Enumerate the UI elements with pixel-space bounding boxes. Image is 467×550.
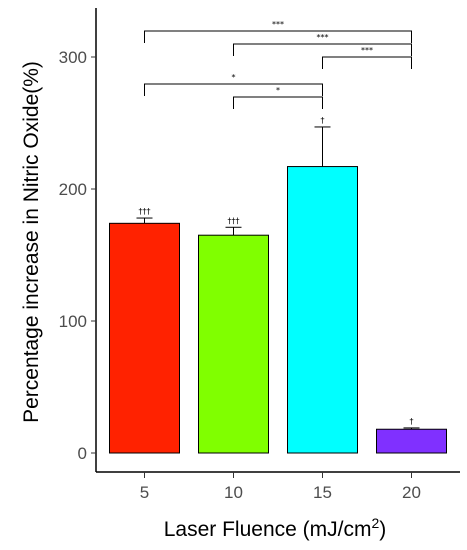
y-ticks-group: 0 100 200 300 [59,48,96,463]
x-axis-title-main: Laser Fluence (mJ/cm [164,518,372,541]
x-axis-title-suffix: ) [379,518,386,541]
bar-significance-label: ††† [139,207,151,216]
x-axis-title-superscript: 2 [371,515,379,531]
comparison-label: *** [361,46,373,55]
bar [287,166,358,454]
y-tick-label: 100 [59,312,87,331]
bar [109,222,180,454]
comparison-label: * [276,86,280,95]
comparison-brackets: *********** [144,20,412,109]
bar-significance-label: † [321,116,325,125]
comparison-bracket [144,83,323,96]
x-tick-label: 20 [402,483,421,502]
x-axis-title: Laser Fluence (mJ/cm2) [164,515,387,541]
comparison-bracket [233,43,412,56]
bar [198,234,269,454]
bars-group [109,166,447,454]
comparison-label: * [232,73,236,82]
bar-significance-labels: †††††††† [139,116,414,426]
comparison-label: *** [317,33,329,42]
comparison-bracket [322,56,412,69]
x-ticks-group: 5 10 15 20 [140,472,421,502]
axes-group [95,8,460,473]
y-tick-label: 0 [78,444,87,463]
comparison-bracket [144,30,412,43]
comparison-bracket [233,96,323,109]
y-tick-label: 300 [59,48,87,67]
error-bars-group [136,126,420,430]
bar [376,428,447,454]
y-axis-title: Percentage increase in Nitric Oxide(%) [20,61,43,423]
x-tick-label: 5 [140,483,149,502]
x-tick-label: 15 [313,483,332,502]
x-tick-label: 10 [224,483,243,502]
bar-significance-label: † [410,417,414,426]
comparison-label: *** [272,20,284,29]
bar-significance-label: ††† [228,216,240,225]
y-tick-label: 200 [59,180,87,199]
